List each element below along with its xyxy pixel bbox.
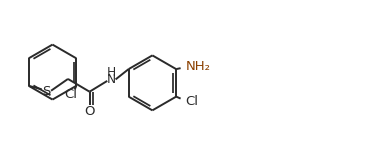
Text: N: N	[107, 73, 116, 86]
Text: Cl: Cl	[64, 88, 77, 101]
Text: S: S	[42, 85, 51, 98]
Text: Cl: Cl	[185, 95, 198, 108]
Text: NH₂: NH₂	[185, 60, 210, 73]
Text: H: H	[107, 66, 116, 79]
Text: O: O	[84, 105, 95, 118]
